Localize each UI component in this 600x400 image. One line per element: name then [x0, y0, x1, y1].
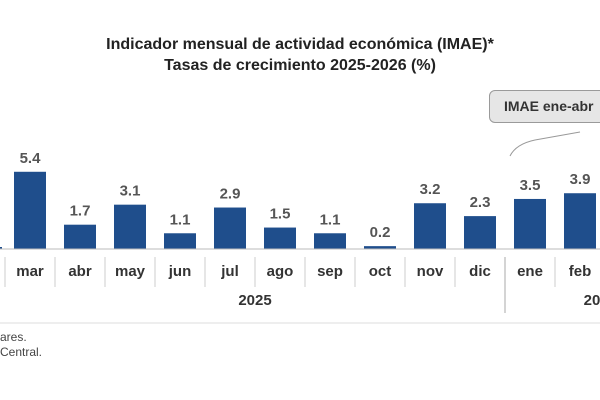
data-label: 2.3 — [470, 194, 491, 211]
category-label: ago — [267, 263, 294, 280]
year-label: 2025 — [238, 292, 271, 309]
bar — [14, 171, 46, 249]
category-label: may — [115, 263, 146, 280]
bar — [164, 233, 196, 249]
footnote-line: Central. — [0, 345, 43, 359]
bar — [414, 203, 446, 249]
data-label: 2.9 — [220, 186, 241, 203]
category-label: jun — [168, 263, 192, 280]
bar — [264, 227, 296, 249]
category-label: oct — [369, 263, 392, 280]
data-label: 3.5 — [520, 177, 541, 194]
bar — [214, 207, 246, 249]
data-label: 5.4 — [20, 150, 42, 167]
category-label: abr — [68, 263, 92, 280]
data-label: 3.1 — [120, 183, 141, 200]
chart-title: Indicador mensual de actividad económica… — [106, 36, 494, 53]
data-label: 1.5 — [270, 206, 291, 223]
imae-callout-box: IMAE ene-abr — [489, 90, 600, 123]
footnote-line: ares. — [0, 330, 27, 344]
bar-partial — [0, 247, 2, 249]
year-label: 20 — [584, 292, 600, 309]
data-label: 1.7 — [70, 203, 91, 220]
data-label: 1.1 — [170, 211, 191, 228]
chart-title-block: Indicador mensual de actividad económica… — [0, 34, 600, 76]
bar — [364, 246, 396, 249]
callout-connector — [509, 131, 581, 157]
category-label: nov — [417, 263, 444, 280]
data-label: 3.2 — [420, 181, 441, 198]
data-label: 0.2 — [370, 224, 391, 241]
chart-subtitle: Tasas de crecimiento 2025-2026 (%) — [164, 57, 436, 74]
category-label: mar — [16, 263, 44, 280]
bar — [464, 216, 496, 249]
category-label: feb — [569, 263, 592, 280]
category-label: jul — [220, 263, 239, 280]
bar — [514, 198, 546, 249]
bar — [64, 224, 96, 249]
bar — [314, 233, 346, 249]
bar — [114, 204, 146, 249]
category-label: ene — [517, 263, 543, 280]
category-label: dic — [469, 263, 491, 280]
footnotes: ares. Central. — [0, 330, 42, 360]
bar — [564, 193, 596, 249]
data-label: 1.1 — [320, 211, 341, 228]
category-label: sep — [317, 263, 343, 280]
data-label: 3.9 — [570, 171, 591, 188]
